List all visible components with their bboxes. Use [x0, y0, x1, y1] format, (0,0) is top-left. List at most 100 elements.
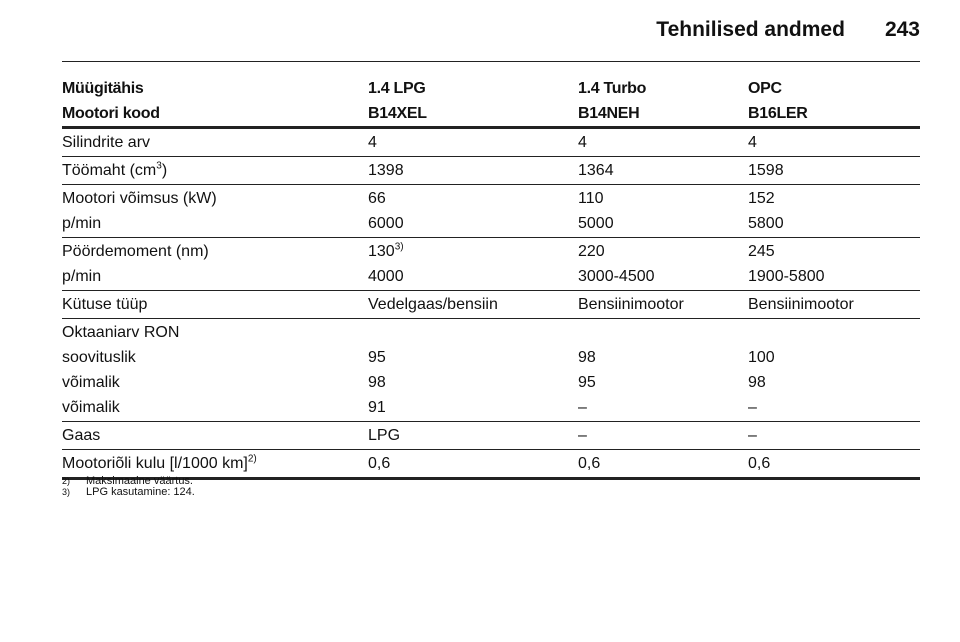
row-group: Töömaht (cm3) 1398 1364 1598: [62, 157, 920, 185]
table-cell: võimalik: [62, 399, 120, 416]
row-group: Gaas LPG – –: [62, 422, 920, 450]
table-cell: Töömaht (cm3): [62, 158, 167, 183]
footnote: 2) Maksimaalne väärtus.: [62, 476, 195, 487]
table-cell: 3000-4500: [578, 268, 655, 285]
table: Müügitähis 1.4 LPG 1.4 Turbo OPC Mootori koo…: [62, 76, 920, 480]
table-cell: 4: [748, 134, 757, 151]
table-cell: Müügitähis: [62, 80, 144, 97]
table-cell: 1900-5800: [748, 268, 825, 285]
row-group: Mootoriõli kulu [l/1000 km]2) 0,6 0,6 0,6: [62, 450, 920, 480]
table-cell: 1.4 LPG: [368, 80, 426, 97]
table-cell: Mootori võimsus (kW): [62, 190, 217, 207]
table-row: Mootori võimsus (kW) 66 110 152: [62, 186, 920, 211]
table-row: Müügitähis 1.4 LPG 1.4 Turbo OPC: [62, 76, 920, 101]
table-row: Kütuse tüüp Vedelgaas/bensiin Bensiinimoot…: [62, 292, 920, 317]
table-row: Pöördemoment (nm) 1303) 220 245: [62, 239, 920, 264]
table-cell: 98: [578, 349, 596, 366]
table-row: Oktaaniarv RON: [62, 320, 920, 345]
table-cell: Gaas: [62, 427, 101, 444]
table-cell: –: [748, 427, 757, 444]
table-cell: 6000: [368, 215, 404, 232]
table-row: võimalik 98 95 98: [62, 370, 920, 395]
table-cell: 98: [368, 374, 386, 391]
table-cell: 152: [748, 190, 775, 207]
table-cell: 0,6: [368, 455, 391, 472]
table-row: võimalik 91 – –: [62, 395, 920, 420]
table-row: Mootoriõli kulu [l/1000 km]2) 0,6 0,6 0,6: [62, 451, 920, 476]
header-title: Tehnilised andmed: [656, 18, 845, 41]
page-number: 243: [884, 18, 920, 41]
footnote-mark: 2): [62, 476, 71, 486]
superscript: 3): [394, 241, 404, 253]
table-cell: –: [578, 399, 587, 416]
row-group: Mootori võimsus (kW) 66 110 152 p/min 6000 500…: [62, 185, 920, 238]
table-cell: 66: [368, 190, 386, 207]
table-cell: 95: [368, 349, 386, 366]
table-row: soovituslik 95 98 100: [62, 345, 920, 370]
table-cell: B14NEH: [578, 105, 640, 122]
cell-text: Mootoriõli kulu [l/1000 km]: [62, 455, 248, 472]
table-cell: B14XEL: [368, 105, 427, 122]
table-cell: võimalik: [62, 374, 120, 391]
row-group: Oktaaniarv RON soovituslik 95 98 100 võimalik…: [62, 319, 920, 422]
table-cell: 1598: [748, 162, 784, 179]
header-rule: [62, 61, 920, 62]
table-row: p/min 6000 5000 5800: [62, 211, 920, 236]
table-cell: Kütuse tüüp: [62, 296, 148, 313]
header: Tehnilised andmed 243: [656, 18, 920, 42]
cell-text: ): [161, 162, 168, 179]
superscript: 2): [247, 453, 257, 465]
table-cell: 1398: [368, 162, 404, 179]
footnote-text: LPG kasutamine: 124.: [86, 486, 195, 498]
footnote: 3) LPG kasutamine: 124.: [62, 487, 195, 498]
table-row: Gaas LPG – –: [62, 423, 920, 448]
footnote-mark: 3): [62, 487, 71, 497]
table-cell: 110: [578, 190, 604, 207]
superscript: 3: [156, 160, 162, 172]
table-cell: Oktaaniarv RON: [62, 324, 180, 341]
table-cell: 4000: [368, 268, 404, 285]
table-cell: 91: [368, 399, 386, 416]
table-row: Silindrite arv 4 4 4: [62, 130, 920, 155]
table-cell: Vedelgaas/bensiin: [368, 296, 498, 313]
table-cell: Mootoriõli kulu [l/1000 km]2): [62, 451, 257, 476]
table-cell: 1364: [578, 162, 614, 179]
table-cell: p/min: [62, 268, 102, 285]
table-cell: 4: [368, 134, 377, 151]
table-cell: OPC: [748, 80, 782, 97]
table-cell: Bensiinimootor: [578, 296, 684, 313]
table-cell: 5800: [748, 215, 784, 232]
footnote-text: Maksimaalne väärtus.: [86, 475, 193, 487]
table-row: p/min 4000 3000-4500 1900-5800: [62, 264, 920, 289]
table-cell: 98: [748, 374, 766, 391]
table-cell: 95: [578, 374, 596, 391]
table-cell: B16LER: [748, 105, 808, 122]
table-cell: 100: [748, 349, 775, 366]
table-cell: Mootori kood: [62, 105, 160, 122]
table-cell: –: [578, 427, 587, 444]
table-cell: soovituslik: [62, 349, 136, 366]
table-cell: Pöördemoment (nm): [62, 243, 209, 260]
table-cell: Silindrite arv: [62, 134, 151, 151]
table-cell: 245: [748, 243, 775, 260]
table-row: Töömaht (cm3) 1398 1364 1598: [62, 158, 920, 183]
table-cell: 1.4 Turbo: [578, 80, 647, 97]
table-cell: 220: [578, 243, 605, 260]
table-cell: –: [748, 399, 757, 416]
table-row: Mootori kood B14XEL B14NEH B16LER: [62, 101, 920, 126]
table-head: Müügitähis 1.4 LPG 1.4 Turbo OPC Mootori koo…: [62, 76, 920, 129]
table-cell: 0,6: [748, 455, 771, 472]
row-group: Kütuse tüüp Vedelgaas/bensiin Bensiinimoot…: [62, 291, 920, 319]
table-cell: 5000: [578, 215, 614, 232]
footnotes: 2) Maksimaalne väärtus. 3) LPG kasutamine: …: [62, 476, 195, 498]
table-cell: 1303): [368, 239, 404, 264]
row-group: Silindrite arv 4 4 4: [62, 129, 920, 157]
table-cell: 4: [578, 134, 587, 151]
row-group: Pöördemoment (nm) 1303) 220 245 p/min 4000 300…: [62, 238, 920, 291]
cell-text: 130: [368, 243, 395, 260]
table-cell: LPG: [368, 427, 401, 444]
cell-text: Töömaht (cm: [62, 162, 157, 179]
table-cell: p/min: [62, 215, 102, 232]
table-cell: 0,6: [578, 455, 601, 472]
